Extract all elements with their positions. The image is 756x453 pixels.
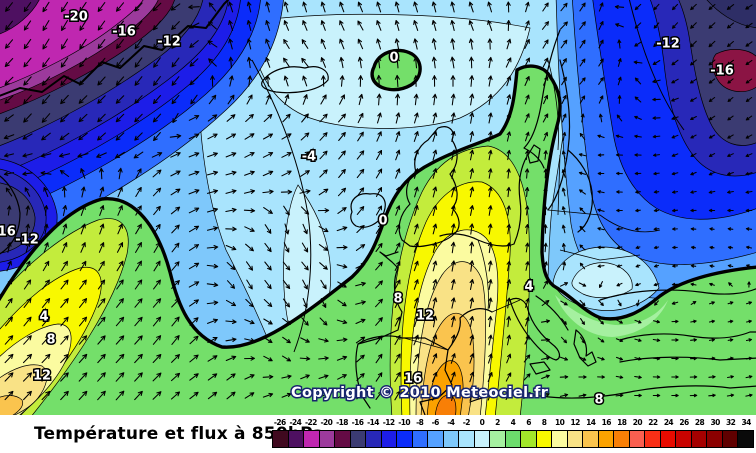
scale-tick: -22 — [304, 418, 317, 427]
contour-label: 16 — [404, 372, 422, 387]
scale-cell — [350, 431, 367, 447]
contour-label: 4 — [524, 280, 533, 295]
scale-cell — [319, 431, 336, 447]
contour-label: -4 — [302, 150, 316, 165]
scale-cell — [335, 431, 351, 447]
scale-cell — [505, 431, 522, 447]
scale-tick: 32 — [726, 418, 736, 427]
scale-tick: 18 — [617, 418, 627, 427]
color-scale: -26 -24 -22 -20 -18 -16 -14 -12 -10 -8 -6 -4 -2 0 2 4 6 8… — [272, 418, 754, 448]
scale-tick: 12 — [570, 418, 581, 427]
contour-label: -16 — [112, 25, 136, 40]
scale-tick: -16 — [351, 418, 364, 427]
scale-tick: 24 — [663, 418, 674, 427]
scale-tick: 0 — [479, 418, 485, 427]
map-title: Température et flux à 850hPa — [34, 424, 325, 444]
scale-cell — [614, 431, 630, 447]
scale-cell — [474, 431, 491, 447]
scale-cell — [645, 431, 661, 447]
scale-tick: 4 — [510, 418, 516, 427]
scale-tick: 26 — [679, 418, 689, 427]
contour-label: -12 — [15, 233, 39, 248]
scale-cell — [536, 431, 553, 447]
scale-cell — [552, 431, 568, 447]
scale-cell — [288, 431, 305, 447]
contour-label: -16 — [710, 64, 734, 79]
scale-tick: -10 — [398, 418, 411, 427]
copyright-watermark: Copyright © 2010 Meteociel.fr — [291, 385, 549, 401]
scale-cell — [397, 431, 413, 447]
scale-tick: -12 — [382, 418, 395, 427]
scale-tick: -18 — [336, 418, 348, 427]
scale-cell — [583, 431, 599, 447]
footer-bar: Température et flux à 850hPa -26 -24 -22 -2… — [0, 415, 756, 453]
scale-tick: -2 — [462, 418, 471, 427]
scale-cell — [428, 431, 444, 447]
scale-cell — [490, 431, 506, 447]
scale-tick: -14 — [367, 418, 379, 427]
contour-label: -20 — [64, 10, 88, 25]
scale-tick: -26 — [273, 418, 286, 427]
scale-cell — [691, 431, 708, 447]
scale-cell — [273, 431, 289, 447]
scale-cell — [443, 431, 460, 447]
scale-cell — [738, 431, 753, 447]
scale-tick: -24 — [289, 418, 302, 427]
scale-cell — [722, 431, 739, 447]
contour-label: 8 — [393, 292, 402, 307]
scale-tick: 28 — [694, 418, 705, 427]
scale-cell — [459, 431, 475, 447]
contour-label: 0 — [389, 51, 398, 66]
contour-label: 8 — [46, 333, 55, 348]
scale-cell — [412, 431, 429, 447]
contour-label: 4 — [39, 310, 48, 325]
wind-arrows-layer — [3, 1, 753, 402]
scale-tick: -8 — [416, 418, 424, 427]
scale-tick: 30 — [710, 418, 720, 427]
scale-tick: 34 — [741, 418, 752, 427]
scale-cell — [567, 431, 584, 447]
zero-contour — [0, 48, 756, 349]
contour-label: 12 — [33, 369, 51, 384]
wind-arrows — [3, 1, 753, 402]
scale-tick: -20 — [320, 418, 333, 427]
scale-cell — [629, 431, 646, 447]
scale-cell — [381, 431, 398, 447]
scale-cell — [660, 431, 677, 447]
contour-label: -12 — [656, 37, 680, 52]
scale-tick: -6 — [431, 418, 440, 427]
scale-cell — [707, 431, 723, 447]
scale-cell — [598, 431, 615, 447]
scale-tick: -4 — [447, 418, 455, 427]
contour-label: 0 — [378, 214, 387, 229]
scale-tick: 2 — [495, 418, 500, 427]
contour-label: -16 — [0, 225, 16, 240]
scale-tick: 16 — [601, 418, 612, 427]
contour-label: 8 — [594, 393, 603, 408]
scale-tick: 6 — [526, 418, 531, 427]
scale-ticks: -26 -24 -22 -20 -18 -16 -14 -12 -10 -8 -6 -4 -2 0 2 4 6 8… — [272, 418, 754, 429]
scale-tick: 14 — [586, 418, 596, 427]
contour-label: -12 — [157, 35, 181, 50]
scale-cell — [676, 431, 692, 447]
scale-tick: 20 — [632, 418, 643, 427]
scale-tick: 8 — [541, 418, 547, 427]
scale-tick: 10 — [554, 418, 565, 427]
scale-cell — [304, 431, 320, 447]
scale-cell — [521, 431, 537, 447]
scale-cells — [272, 430, 754, 448]
scale-cell — [366, 431, 382, 447]
scale-tick: 22 — [648, 418, 658, 427]
contour-label: 12 — [416, 309, 434, 324]
